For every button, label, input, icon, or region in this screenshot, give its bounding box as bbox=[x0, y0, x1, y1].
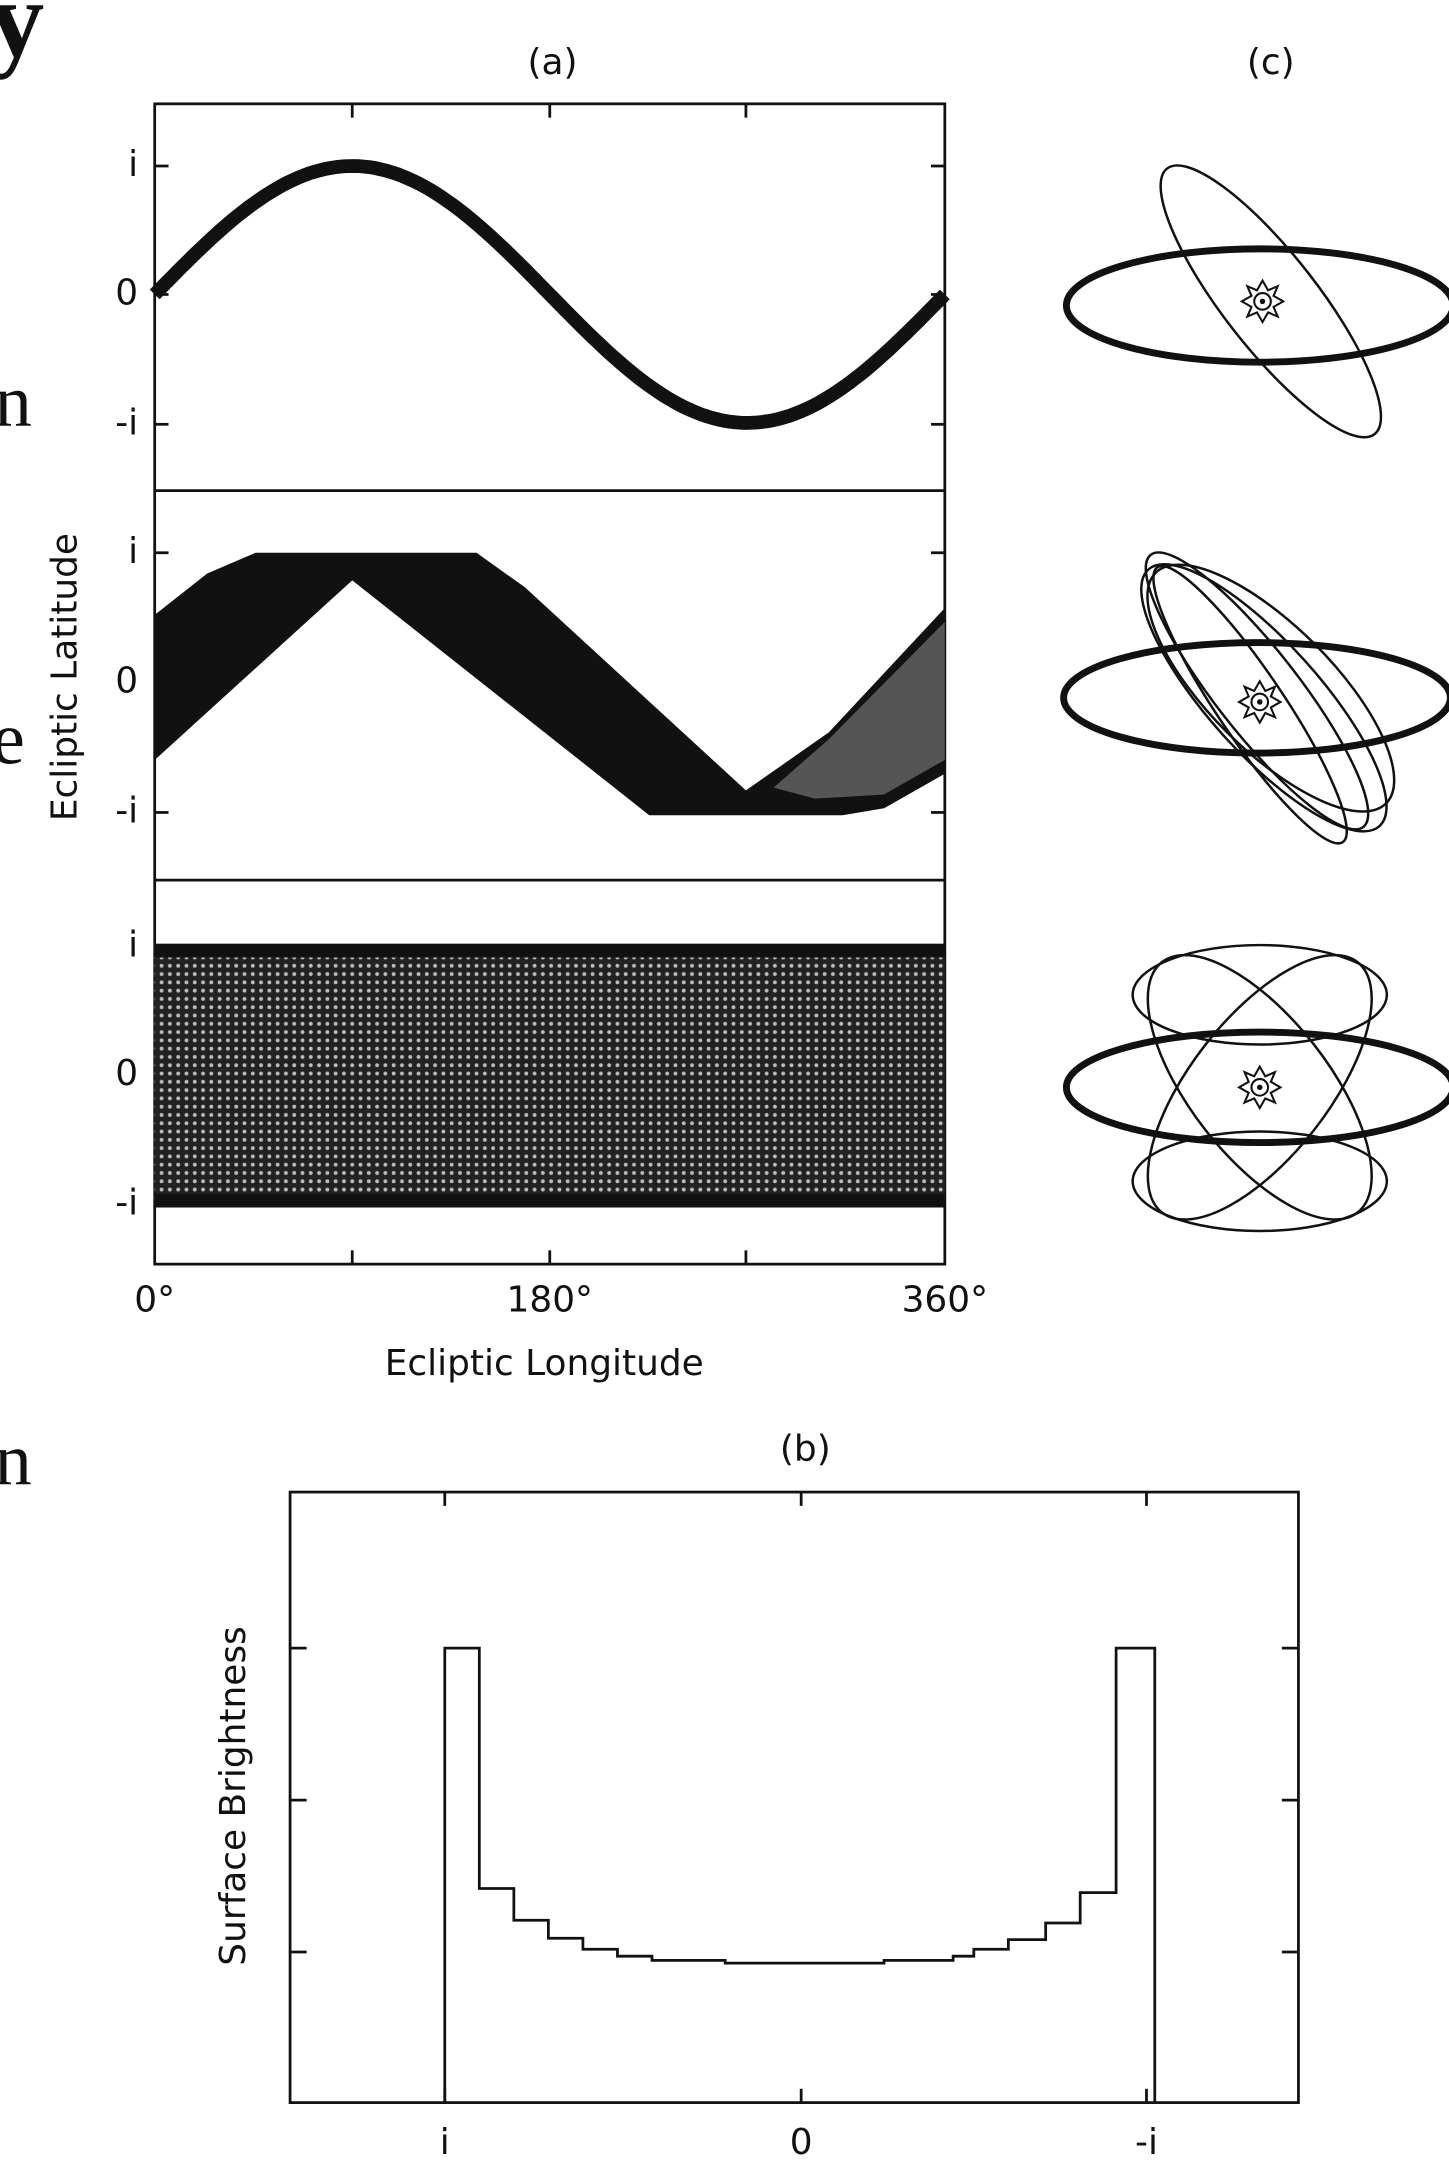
orbit-diagram bbox=[1062, 943, 1449, 1233]
x-tick-label: 0° bbox=[134, 1279, 175, 1320]
strip bbox=[154, 946, 945, 1205]
band bbox=[154, 552, 945, 816]
strip-edge bbox=[154, 1193, 945, 1208]
margin-fragment: n bbox=[0, 361, 32, 443]
x-tick-label: 180° bbox=[507, 1279, 594, 1320]
panel-label: (a) bbox=[528, 42, 578, 83]
panel-label: (c) bbox=[1247, 42, 1295, 83]
y-tick-label: -i bbox=[115, 402, 138, 443]
y-tick-label: 0 bbox=[115, 661, 138, 702]
curve bbox=[149, 159, 950, 430]
panel-frame bbox=[288, 1490, 1300, 2104]
orbit-diagram bbox=[1060, 551, 1449, 845]
band-shade bbox=[773, 621, 945, 799]
y-tick-label: i bbox=[128, 144, 138, 185]
orbit-diagram bbox=[1062, 164, 1449, 439]
x-tick-label: -i bbox=[1135, 2122, 1158, 2163]
y-tick-label: 0 bbox=[115, 1053, 138, 1094]
y-tick-label: i bbox=[128, 531, 138, 572]
x-tick-label: i bbox=[440, 2122, 450, 2163]
margin-fragment: e bbox=[0, 698, 25, 780]
tick-group bbox=[290, 1492, 1299, 2103]
y-tick-label: -i bbox=[115, 790, 138, 831]
strip-edge bbox=[154, 943, 945, 958]
margin-fragment: y bbox=[0, 0, 44, 80]
y-axis-label: Surface Brightness bbox=[213, 1626, 254, 1965]
x-tick-label: 0 bbox=[790, 2122, 813, 2163]
y-tick-label: i bbox=[128, 924, 138, 965]
x-axis-label: Ecliptic Longitude bbox=[385, 1343, 704, 1384]
histogram bbox=[443, 1646, 1157, 2103]
margin-fragment: n bbox=[0, 1419, 32, 1501]
y-axis-label: Ecliptic Latitude bbox=[44, 533, 85, 821]
y-tick-label: 0 bbox=[115, 272, 138, 313]
panel-label: (b) bbox=[780, 1429, 831, 1470]
y-tick-label: -i bbox=[115, 1183, 138, 1224]
x-tick-label: 360° bbox=[902, 1279, 989, 1320]
